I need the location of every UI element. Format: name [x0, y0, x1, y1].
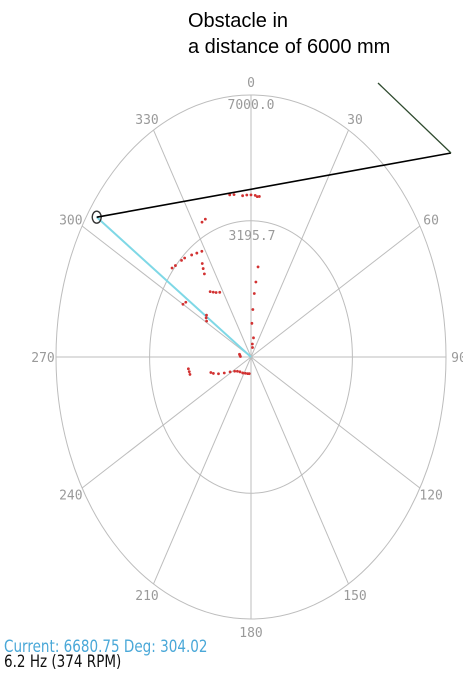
- angle-tick-270: 270: [31, 351, 54, 366]
- scan-point: [241, 371, 245, 375]
- current-reading-text: Current: 6680.75 Deg: 304.02: [4, 637, 208, 656]
- scan-point: [222, 371, 226, 375]
- scan-point: [218, 290, 222, 294]
- scan-point: [174, 264, 177, 267]
- scan-point: [250, 342, 254, 346]
- scan-point: [209, 371, 213, 374]
- scan-point: [239, 355, 242, 358]
- scan-point: [190, 253, 194, 257]
- scan-point: [228, 370, 232, 374]
- scan-point: [241, 194, 245, 198]
- cursor-line: [91, 210, 252, 358]
- scan-point: [200, 249, 204, 253]
- annotation-pointer: [96, 82, 452, 218]
- scan-point: [252, 292, 256, 295]
- scan-point: [200, 220, 204, 224]
- scan-point: [247, 372, 251, 376]
- scan-point: [187, 370, 191, 374]
- angle-tick-0: 0: [247, 76, 255, 91]
- scan-point: [255, 195, 259, 199]
- angle-tick-180: 180: [239, 626, 262, 641]
- scan-point: [257, 195, 261, 198]
- scan-point: [186, 367, 190, 371]
- radius-tick-inner: 3195.7: [229, 229, 276, 244]
- scan-point: [249, 193, 253, 197]
- scan-point: [254, 280, 258, 284]
- scan-point: [180, 258, 183, 262]
- spoke-330: [153, 129, 252, 358]
- scan-point: [200, 262, 204, 265]
- scan-point: [205, 313, 208, 317]
- spoke-300: [81, 225, 252, 358]
- scan-rate-text: 6.2 Hz (374 RPM): [4, 652, 122, 671]
- angle-tick-150: 150: [343, 589, 366, 604]
- polar-grid: [55, 94, 447, 620]
- scan-point: [238, 370, 242, 374]
- angle-tick-240: 240: [59, 489, 82, 504]
- scan-points: [170, 193, 261, 376]
- scan-point: [170, 266, 174, 270]
- scan-point: [245, 193, 249, 197]
- scan-point: [208, 290, 212, 294]
- angle-tick-60: 60: [423, 214, 439, 229]
- scan-point: [235, 369, 239, 373]
- radius-tick-outer: 7000.0: [228, 98, 275, 113]
- angle-tick-330: 330: [135, 113, 158, 128]
- spoke-150: [250, 356, 349, 585]
- angle-tick-300: 300: [59, 214, 82, 229]
- angle-tick-labels: 0 30 60 90 120 150 180 210 240 270 300 330: [31, 76, 463, 641]
- spoke-30: [250, 129, 349, 358]
- cursor-ray: [96, 216, 252, 358]
- scan-point: [228, 193, 232, 197]
- angle-tick-30: 30: [347, 113, 363, 128]
- scan-point: [188, 373, 192, 376]
- cursor-marker: [91, 210, 102, 224]
- scan-point: [217, 372, 220, 376]
- scan-point: [211, 290, 215, 294]
- scan-point: [214, 291, 218, 294]
- spoke-240: [81, 356, 252, 489]
- scan-point: [204, 316, 208, 320]
- scan-point: [211, 372, 215, 375]
- scan-point: [243, 371, 247, 375]
- scan-point: [184, 300, 188, 304]
- obstacle-annotation: Obstacle in a distance of 6000 mm: [188, 8, 458, 60]
- scan-point: [252, 336, 255, 340]
- scan-point: [250, 321, 254, 325]
- scan-point: [205, 319, 208, 323]
- spoke-60: [250, 225, 421, 358]
- scan-point: [183, 256, 187, 260]
- annotation-line-1: Obstacle in: [188, 10, 289, 32]
- scan-point: [203, 217, 207, 221]
- scan-point: [256, 265, 260, 269]
- scan-point: [251, 346, 254, 349]
- angle-tick-210: 210: [135, 589, 158, 604]
- angle-tick-120: 120: [419, 489, 442, 504]
- spoke-210: [153, 356, 252, 585]
- scan-point: [233, 369, 237, 373]
- scan-point: [201, 267, 205, 270]
- scan-point: [232, 193, 236, 197]
- scan-point: [251, 308, 255, 311]
- scan-point: [195, 251, 199, 255]
- pointer-to-label: [377, 82, 452, 154]
- scan-point: [253, 194, 257, 197]
- annotation-line-2: a distance of 6000 mm: [188, 36, 391, 58]
- angle-tick-90: 90: [451, 351, 463, 366]
- radius-tick-labels: 7000.0 3195.7: [228, 98, 276, 244]
- scan-point: [181, 302, 185, 306]
- pointer-to-obstacle: [96, 152, 452, 218]
- scan-point: [202, 272, 206, 276]
- spoke-120: [250, 356, 421, 489]
